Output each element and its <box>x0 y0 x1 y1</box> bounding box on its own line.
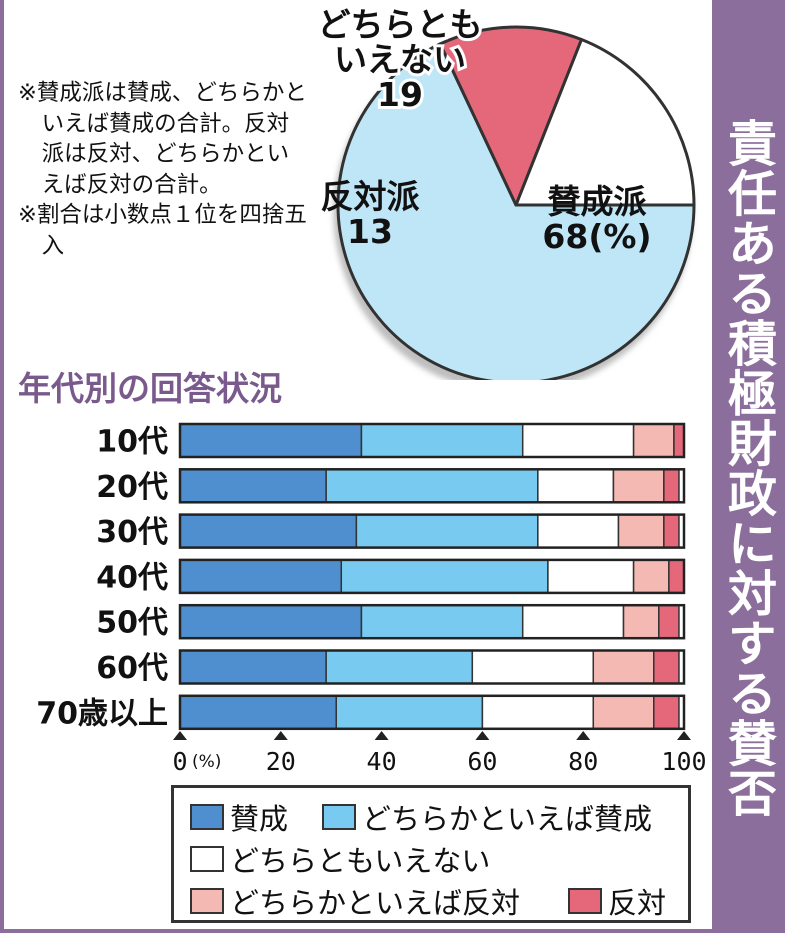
bar-outline <box>178 694 686 731</box>
bar-segment <box>658 604 680 639</box>
bar-segment <box>668 559 685 594</box>
legend-swatch <box>190 888 224 914</box>
pie-slice-label: どちらとも <box>318 5 483 44</box>
x-tick-label: 0 <box>172 747 187 776</box>
x-unit-label: (%) <box>192 752 221 772</box>
legend-label: どちらかといえば反対 <box>230 886 521 920</box>
legend-swatch <box>568 888 602 914</box>
bar-segment <box>547 559 635 594</box>
bar-segment <box>537 513 620 549</box>
legend-label: 反対 <box>608 886 667 920</box>
x-tick-mark <box>576 731 591 740</box>
x-tick-mark <box>173 731 187 740</box>
category-label: 40代 <box>96 560 168 595</box>
category-label: 20代 <box>96 470 168 505</box>
bar-outline <box>178 603 686 640</box>
bar-segment <box>592 695 655 730</box>
pie-slice <box>336 42 696 380</box>
bar-segment <box>325 649 474 685</box>
bar-segment <box>340 559 549 594</box>
x-tick-mark <box>374 731 389 740</box>
x-tick-label: 80 <box>568 747 598 776</box>
bar-segment <box>471 649 595 685</box>
legend-item-dochiratomo: どちらともいえない <box>190 838 490 880</box>
bar-segment <box>617 513 665 549</box>
bar-segment <box>179 695 337 730</box>
bar-segment <box>335 695 484 730</box>
pie-slice-label: 13 <box>347 212 393 251</box>
category-label: 70歳以上 <box>36 696 168 731</box>
note-2: ※割合は小数点１位を四捨五入 <box>18 202 307 259</box>
legend-label: どちらかといえば賛成 <box>362 802 653 836</box>
legend-swatch <box>190 804 224 830</box>
bar-segment <box>355 513 539 549</box>
bar-segment <box>592 649 655 685</box>
x-tick-mark <box>475 731 490 740</box>
note-1: ※賛成派は賛成、どちらかといえば賛成の合計。反対派は反対、どちらかといえば反対の… <box>18 80 307 198</box>
bar-segment <box>653 649 680 685</box>
bar-segment <box>179 559 343 594</box>
notes: ※賛成派は賛成、どちらかといえば賛成の合計。反対派は反対、どちらかといえば反対の… <box>18 78 308 261</box>
side-title-band <box>712 0 785 933</box>
bar-segment <box>632 559 670 594</box>
pie-slice <box>438 25 583 207</box>
legend-swatch <box>322 804 356 830</box>
bar-outline <box>178 558 686 595</box>
bar-segment <box>481 695 595 730</box>
bar-segment <box>632 423 675 458</box>
bar-segment <box>673 423 685 458</box>
legend-item-dochiraka-sansei: どちらかといえば賛成 <box>322 796 652 838</box>
x-tick-label: 20 <box>266 747 296 776</box>
legend-label: 賛成 <box>230 802 289 836</box>
x-tick-label: 60 <box>467 747 497 776</box>
bar-chart-title: 年代別の回答状況 <box>18 369 282 408</box>
bar-segment <box>622 604 660 639</box>
bar-segment <box>179 423 363 458</box>
pie-slice-label: いえない <box>334 40 466 79</box>
pie-slice-label: 68(%) <box>542 217 651 256</box>
bar-outline <box>178 649 686 685</box>
legend-label: どちらともいえない <box>230 844 491 878</box>
legend-item-dochiraka-hantai: どちらかといえば反対 <box>190 880 520 922</box>
bar-outline <box>178 468 686 504</box>
x-tick-label: 40 <box>367 747 397 776</box>
category-label: 50代 <box>96 606 168 641</box>
bar-segment <box>325 468 539 504</box>
pie-slice-label: 19 <box>377 75 423 114</box>
bar-segment <box>179 604 363 639</box>
category-label: 30代 <box>96 515 168 550</box>
bar-outline <box>178 422 686 459</box>
bar-segment <box>521 604 625 639</box>
legend-item-sansei: 賛成 <box>190 796 288 838</box>
pie-slice <box>514 38 696 207</box>
category-label: 10代 <box>96 425 168 460</box>
legend: 賛成 どちらかといえば賛成 どちらともいえない どちらかといえば反対 反対 <box>171 785 691 923</box>
pie-slice-label: 反対派 <box>321 177 420 216</box>
x-tick-mark <box>273 731 288 740</box>
bar-segment <box>179 513 358 549</box>
bar-segment <box>653 695 680 730</box>
x-tick-mark <box>677 731 691 740</box>
bar-outline <box>178 513 686 549</box>
pie-slice-label: 賛成派 <box>548 182 647 221</box>
bar-segment <box>663 468 680 504</box>
legend-item-hantai: 反対 <box>568 880 666 922</box>
x-tick-label: 100 <box>661 747 706 776</box>
category-label: 60代 <box>96 651 168 686</box>
bar-segment <box>663 513 680 549</box>
bar-segment <box>360 423 524 458</box>
bar-segment <box>179 468 327 504</box>
bar-segment <box>521 423 635 458</box>
bar-segment <box>537 468 615 504</box>
side-title: 責任ある積極財政に対する賛否 <box>720 118 777 818</box>
bar-segment <box>179 649 327 685</box>
legend-swatch <box>190 846 224 872</box>
bar-segment <box>360 604 524 639</box>
bar-segment <box>612 468 665 504</box>
